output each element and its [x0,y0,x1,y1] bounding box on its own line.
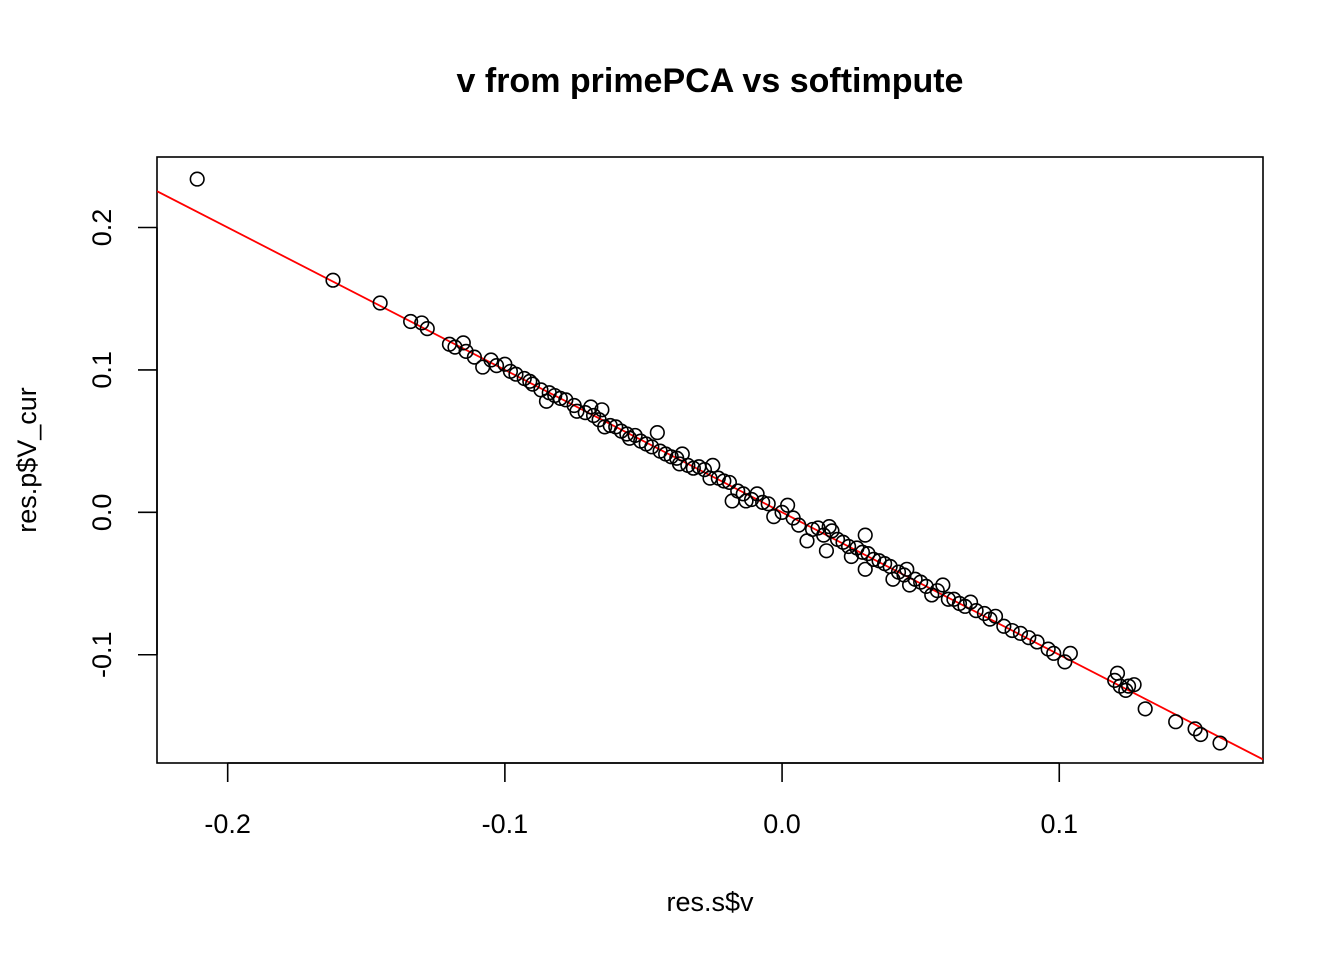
data-point [780,497,796,513]
data-point [419,321,435,337]
data-point [996,618,1012,634]
y-axis-label: res.p$V_cur [12,387,42,533]
data-point [705,457,721,473]
data-point [755,494,771,510]
data-point [962,594,979,610]
data-point [649,424,665,441]
data-point [854,544,871,560]
data-point [1137,701,1153,717]
data-point [475,359,491,375]
data-point [619,426,635,442]
data-point [749,486,765,502]
data-point [1193,726,1209,743]
data-point [458,343,474,360]
points-group [189,171,1228,751]
data-point [857,561,873,577]
y-tick-label: -0.1 [87,631,117,678]
data-point [1118,682,1134,698]
data-point [821,518,837,535]
y-tick-label: 0.1 [87,351,117,389]
data-point [483,352,499,368]
data-point [671,456,688,472]
data-point [644,439,660,455]
data-point [1107,672,1123,688]
data-point [766,509,782,525]
data-point [577,405,593,421]
data-point [716,473,732,489]
reference-line [157,190,1263,761]
data-point [935,577,951,593]
data-point [968,603,984,619]
data-point [1168,714,1184,730]
reference-line-group [157,190,1263,761]
data-point [1120,678,1137,694]
data-point [1046,645,1062,661]
data-point [569,403,585,419]
data-point [1062,645,1078,661]
data-point [508,366,524,382]
data-point [824,523,840,539]
y-tick-label: 0.2 [87,209,117,247]
data-point [558,392,574,408]
y-tick-label: 0.0 [87,494,117,532]
data-point [816,527,832,543]
data-point [594,402,610,418]
data-point [760,496,776,512]
data-point [403,313,419,330]
data-point [1029,634,1045,650]
data-point [455,335,471,351]
data-point [552,390,568,407]
data-point [685,460,701,476]
data-point [899,561,915,577]
data-point [1187,721,1203,737]
data-point [189,171,205,187]
data-point [743,491,760,508]
data-point [372,295,388,311]
data-point [929,583,945,599]
x-tick-label: -0.1 [482,809,529,839]
data-point [583,399,599,415]
x-tick-label: 0.1 [1040,809,1078,839]
data-point [1212,735,1228,751]
data-point [538,393,555,409]
data-point [597,419,613,435]
data-point [522,373,538,389]
data-point [987,608,1004,624]
data-point [696,462,713,478]
data-point [840,538,857,555]
data-point [791,517,807,533]
data-point [976,605,993,622]
data-point [524,376,541,392]
data-point [1057,654,1073,670]
data-point [1012,625,1029,641]
y-axis: -0.1 0.0 0.1 0.2 [87,209,158,678]
x-tick-label: -0.2 [204,809,251,839]
x-axis-label: res.s$v [666,887,754,917]
x-tick-label: 0.0 [763,809,801,839]
data-point [901,577,918,593]
data-point [466,349,482,365]
data-point [1004,622,1020,639]
data-point [818,543,835,559]
data-point [627,427,643,444]
data-point [1126,677,1142,693]
data-point [414,315,430,331]
data-point [721,474,738,491]
x-axis: -0.2 -0.1 0.0 0.1 [204,762,1078,839]
data-point [1021,630,1037,646]
data-point [857,527,873,543]
chart-title: v from primePCA vs softimpute [457,62,964,100]
data-point [488,358,505,374]
data-point [325,272,341,288]
data-point [860,546,876,562]
data-point [738,493,754,509]
